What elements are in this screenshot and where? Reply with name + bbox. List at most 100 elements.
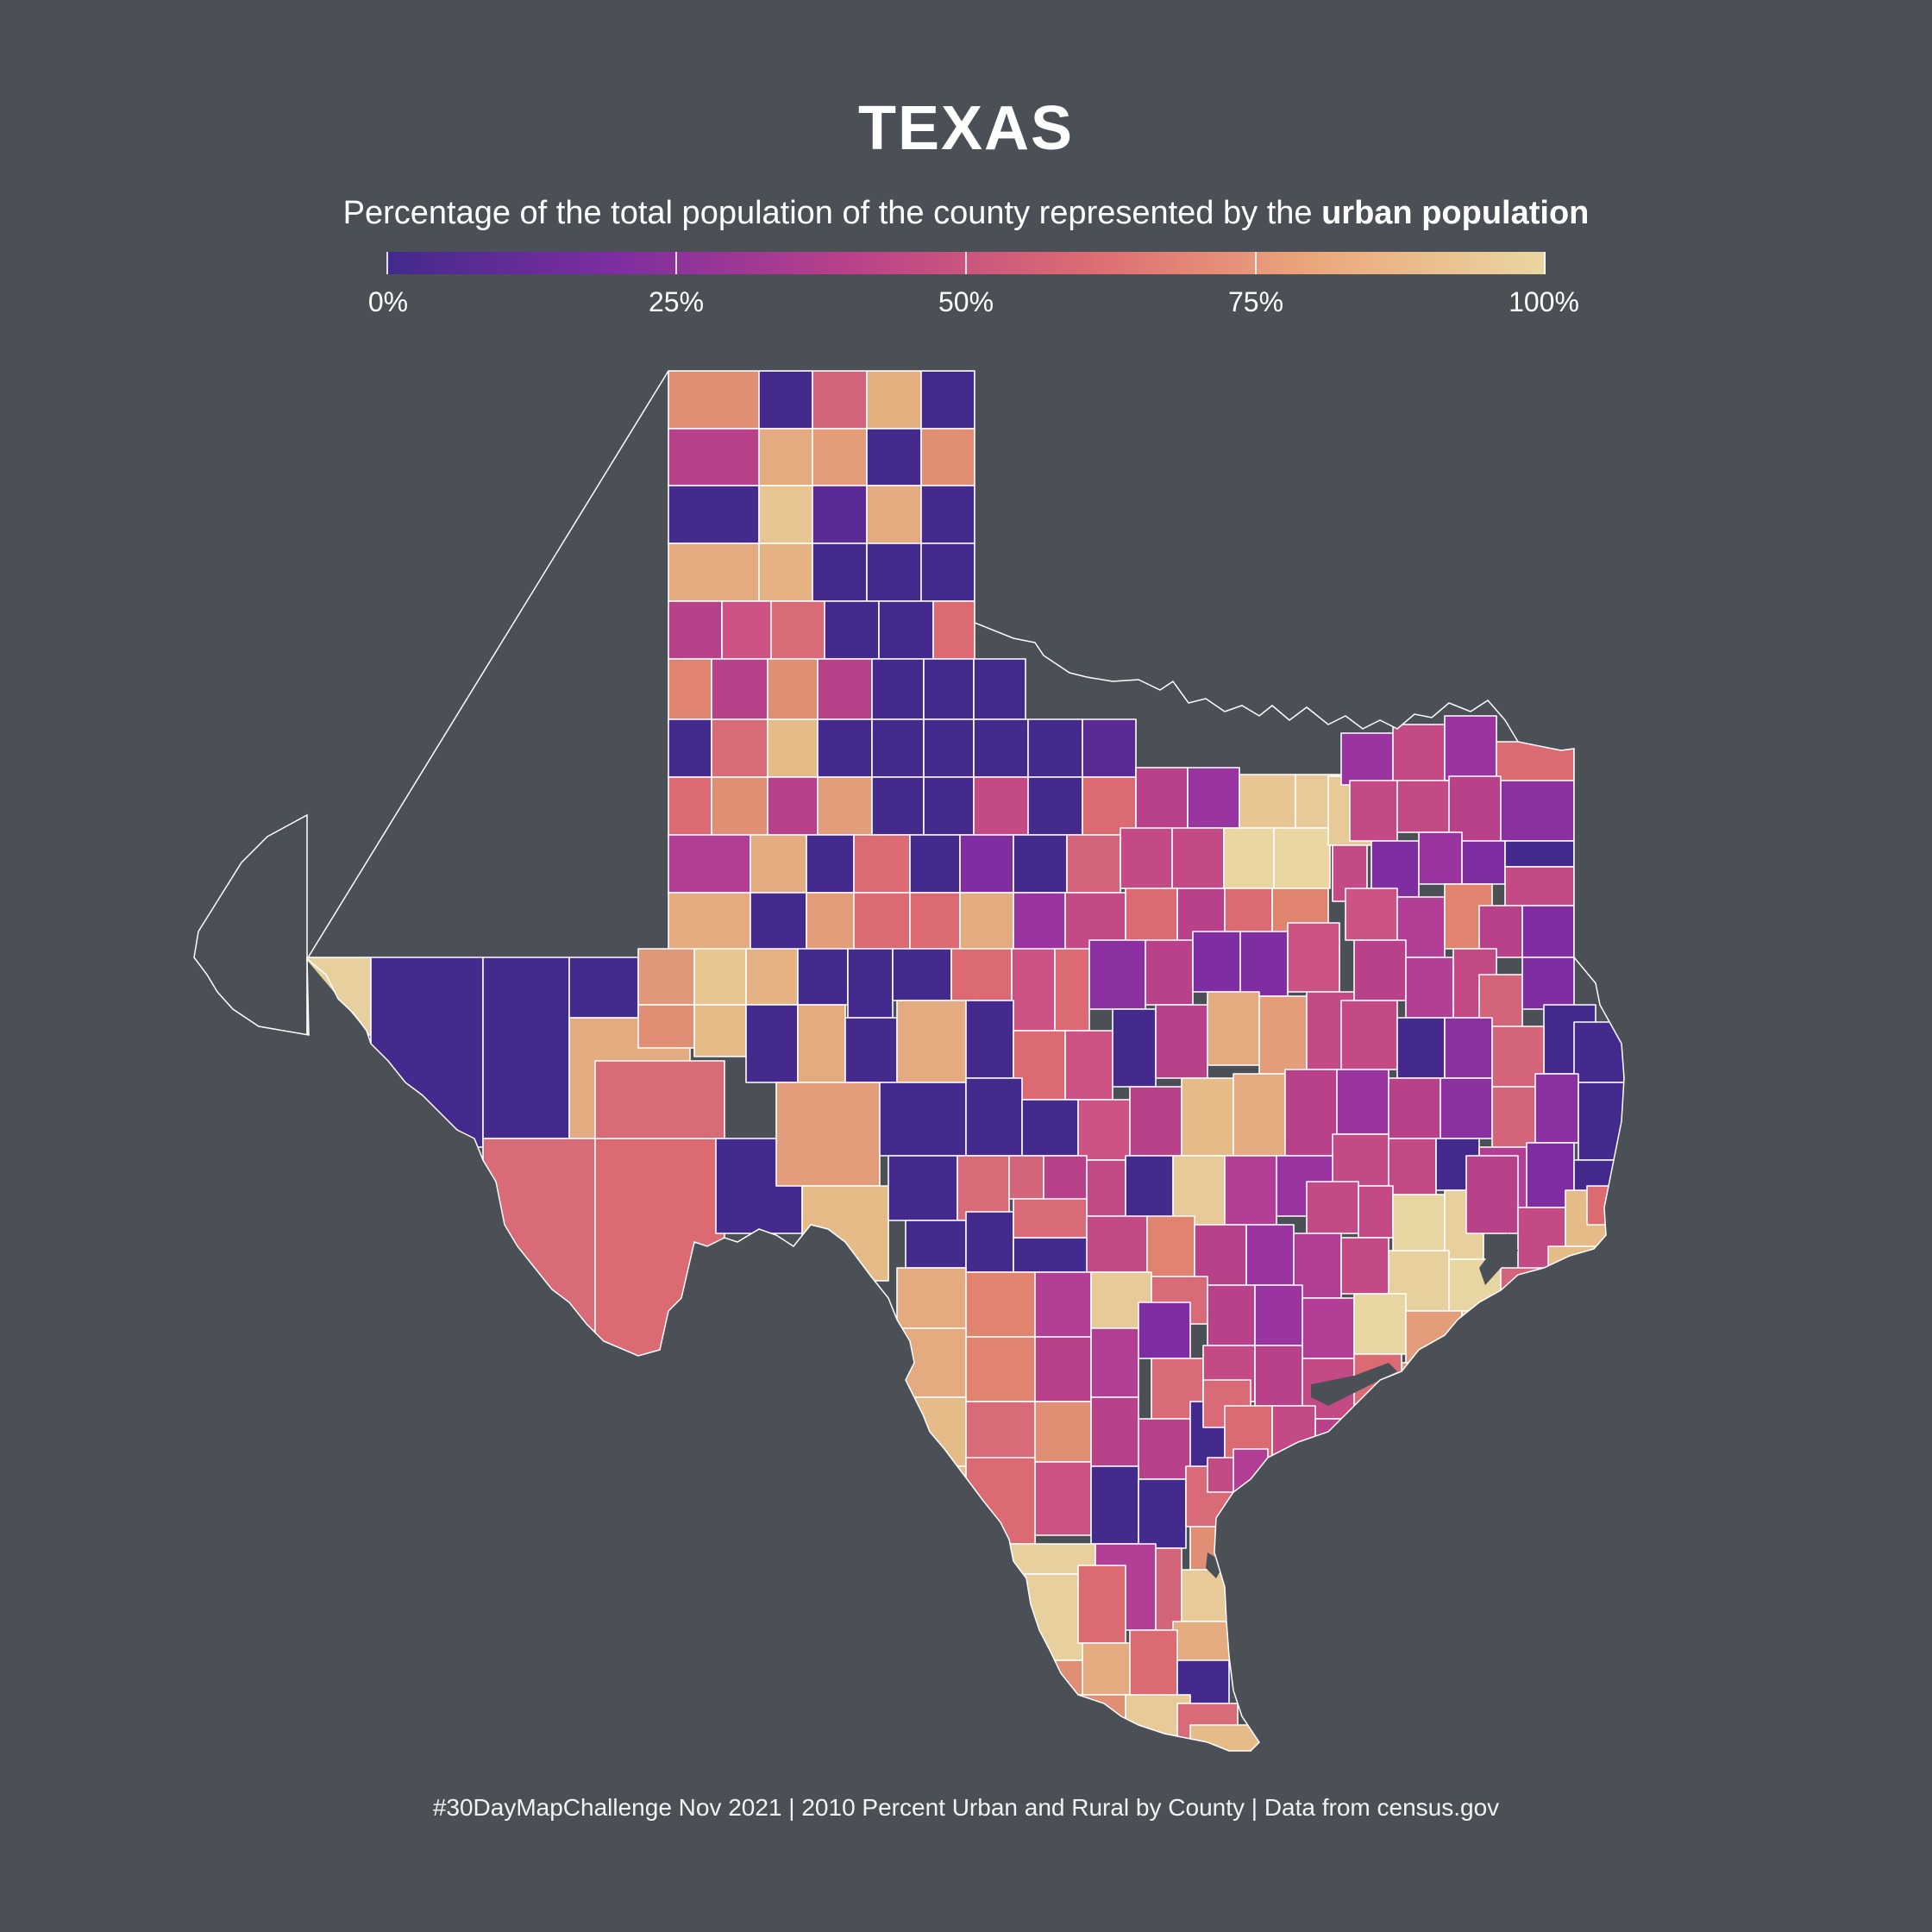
county (965, 1336, 1036, 1402)
county (1034, 1401, 1092, 1463)
bay-water (1206, 1552, 1225, 1578)
county (1008, 1155, 1044, 1200)
county (1146, 1215, 1195, 1277)
county (1332, 1133, 1389, 1187)
county (1027, 776, 1083, 836)
county (1077, 1099, 1131, 1161)
county (1155, 1004, 1208, 1079)
county (370, 957, 484, 1148)
county (932, 600, 975, 660)
bay-water (1311, 1363, 1397, 1406)
county (1392, 724, 1446, 786)
county (817, 718, 873, 778)
county (1086, 1159, 1126, 1217)
county (909, 834, 961, 894)
county (770, 600, 825, 660)
county (1388, 1077, 1441, 1139)
county (750, 892, 807, 950)
county (896, 1000, 967, 1083)
county (1302, 1297, 1355, 1359)
county (711, 776, 768, 836)
county (1155, 1547, 1182, 1631)
county (1082, 718, 1137, 778)
county (482, 1138, 596, 1364)
county (1011, 948, 1056, 1032)
legend-label-50: 50% (938, 286, 994, 317)
county (965, 1271, 1036, 1338)
county (711, 658, 768, 720)
county (1388, 1138, 1437, 1200)
county (1340, 1237, 1389, 1295)
county (1358, 1185, 1394, 1239)
county (1349, 780, 1398, 842)
county (1064, 1694, 1126, 1751)
county (959, 834, 1014, 894)
county (1138, 1418, 1191, 1480)
county (1239, 774, 1296, 829)
county (758, 371, 813, 430)
county (668, 892, 751, 950)
county (1090, 1396, 1139, 1467)
county (1066, 834, 1121, 894)
county (1284, 1069, 1338, 1157)
county (1207, 991, 1260, 1066)
county (745, 1004, 799, 1083)
county (923, 776, 975, 836)
county (973, 776, 1029, 836)
county (1112, 1008, 1157, 1088)
county (1171, 827, 1225, 889)
county (668, 543, 760, 602)
county (866, 485, 922, 544)
county (866, 428, 922, 486)
county (1461, 840, 1506, 885)
county (965, 1457, 1036, 1545)
county (1306, 1181, 1359, 1234)
county (1573, 1021, 1624, 1083)
county (1547, 1245, 1624, 1316)
county (1353, 939, 1407, 1001)
county (1401, 1362, 1450, 1424)
county (1461, 1310, 1502, 1355)
county (1521, 957, 1575, 1010)
county (711, 718, 768, 778)
county (1013, 1237, 1092, 1273)
legend-label-0: 0% (367, 286, 409, 317)
county (812, 371, 868, 430)
county (1500, 1267, 1549, 1320)
county (1054, 948, 1090, 1032)
county (824, 600, 880, 660)
county (1090, 1327, 1139, 1398)
county (1013, 834, 1068, 894)
county (896, 1465, 967, 1527)
county (948, 1573, 1096, 1661)
county (1138, 1478, 1187, 1549)
county (1287, 922, 1340, 993)
legend-tick (1544, 252, 1546, 274)
legend-label-100: 100% (1509, 286, 1579, 317)
county (745, 948, 799, 1006)
county (1534, 1073, 1579, 1144)
legend-label-25: 25% (648, 286, 705, 317)
map-caption: #30DayMapChallenge Nov 2021 | 2010 Perce… (432, 1794, 1500, 1821)
county (1013, 892, 1066, 950)
county (1021, 1099, 1079, 1157)
county (1223, 827, 1275, 889)
county (594, 1138, 725, 1364)
county (1521, 905, 1575, 958)
subtitle-bold: urban population (1321, 195, 1590, 231)
county (568, 957, 639, 1019)
county (637, 1004, 695, 1049)
legend-tick (1255, 252, 1257, 274)
county (668, 718, 712, 778)
county (1504, 866, 1575, 906)
county (1192, 931, 1241, 993)
county (871, 658, 925, 720)
county (693, 1004, 747, 1057)
county (1027, 718, 1083, 778)
legend-tick (675, 252, 677, 274)
county (1181, 1077, 1234, 1157)
county (1194, 1224, 1247, 1286)
county (767, 718, 819, 778)
county (871, 776, 925, 836)
county (896, 1526, 967, 1579)
